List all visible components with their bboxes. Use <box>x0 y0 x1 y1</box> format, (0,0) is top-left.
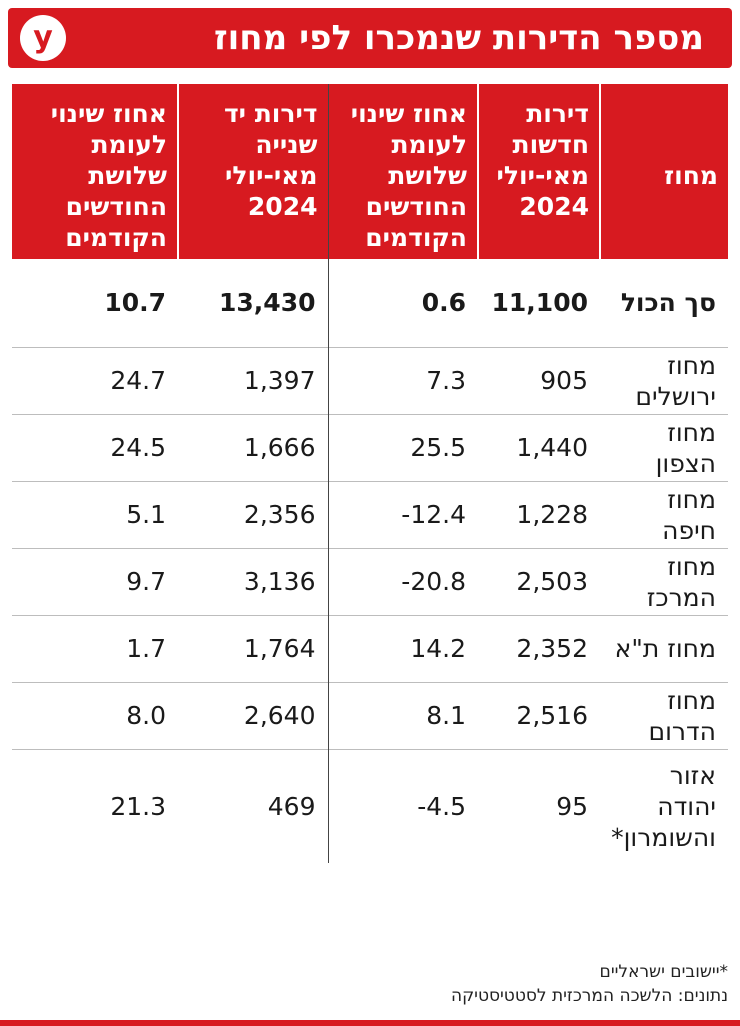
header-row: מחוז דירות חדשות מאי-יולי 2024 אחוז שינו… <box>12 84 728 259</box>
asterisk-note: *יישובים ישראליים <box>599 962 728 982</box>
table-row: מחוז חיפה 1,228 12.4- 2,356 5.1 <box>12 480 728 548</box>
table-row: מחוז הדרום 2,516 8.1 2,640 8.0 <box>12 681 728 749</box>
footnote: *יישובים ישראליים נתונים: הלשכה המרכזית … <box>451 960 728 1008</box>
used-cell: 3,136 <box>178 547 328 615</box>
logo-glyph: y <box>33 20 53 55</box>
table-row: מחוז ת"א 2,352 14.2 1,764 1.7 <box>12 614 728 682</box>
region-cell: מחוז ירושלים <box>600 346 728 414</box>
page-title: מספר הדירות שנמכרו לפי מחוז <box>214 18 704 58</box>
new-cell: 2,352 <box>478 614 600 682</box>
used-change-cell: 21.3 <box>12 748 178 863</box>
source-note: נתונים: הלשכה המרכזית לסטטיסטיקה <box>450 986 728 1006</box>
new-change-cell: 7.3 <box>327 346 478 414</box>
used-change-cell: 9.7 <box>12 547 178 615</box>
used-cell: 13,430 <box>219 288 316 318</box>
total-row: סך הכול 11,100 0.6 13,430 10.7 <box>12 259 728 347</box>
used-cell: 469 <box>178 748 328 863</box>
new-change-cell: 14.2 <box>327 614 478 682</box>
used-change-cell: 24.7 <box>12 346 178 414</box>
region-cell: מחוז חיפה <box>600 480 728 548</box>
new-cell: 2,503 <box>478 547 600 615</box>
header-used-change: אחוז שינוי לעומת שלושת החודשים הקודמים <box>12 84 178 259</box>
region-cell: מחוז הצפון <box>600 413 728 481</box>
header-new-change: אחוז שינוי לעומת שלושת החודשים הקודמים <box>327 84 478 259</box>
table-row: מחוז ירושלים 905 7.3 1,397 24.7 <box>12 346 728 414</box>
region-cell: מחוז ת"א <box>600 614 728 682</box>
new-change-cell: 25.5 <box>327 413 478 481</box>
new-change-cell: 0.6 <box>327 259 478 347</box>
header-used-apartments: דירות יד שנייה מאי-יולי 2024 <box>177 84 328 259</box>
sales-table: מחוז דירות חדשות מאי-יולי 2024 אחוז שינו… <box>12 84 728 863</box>
new-change-cell: 20.8- <box>327 547 478 615</box>
ynet-logo: y <box>20 15 66 61</box>
used-cell: 2,640 <box>178 681 328 749</box>
used-change-cell: 24.5 <box>12 413 178 481</box>
used-change-cell: 5.1 <box>12 480 178 548</box>
new-cell: 11,100 <box>491 288 588 318</box>
region-cell: מחוז הדרום <box>600 681 728 749</box>
used-cell: 1,764 <box>178 614 328 682</box>
table-row: מחוז המרכז 2,503 20.8- 3,136 9.7 <box>12 547 728 615</box>
used-cell: 1,666 <box>178 413 328 481</box>
new-change-cell: 8.1 <box>327 681 478 749</box>
used-cell: 1,397 <box>178 346 328 414</box>
new-cell: 2,516 <box>478 681 600 749</box>
used-change-cell: 8.0 <box>12 681 178 749</box>
new-cell: 95 <box>478 748 600 863</box>
table-row: אזור יהודה והשומרון* 95 4.5- 469 21.3 <box>12 748 728 863</box>
bottom-rule <box>0 1020 740 1026</box>
new-cell: 1,228 <box>478 480 600 548</box>
new-cell: 1,440 <box>478 413 600 481</box>
new-change-cell: 12.4- <box>327 480 478 548</box>
new-change-cell: 4.5- <box>327 748 478 863</box>
new-cell: 905 <box>478 346 600 414</box>
region-cell: אזור יהודה והשומרון* <box>600 748 728 863</box>
header-new-apartments: דירות חדשות מאי-יולי 2024 <box>477 84 600 259</box>
used-change-cell: 10.7 <box>104 288 166 318</box>
header-region: מחוז <box>599 84 728 259</box>
table-row: מחוז הצפון 1,440 25.5 1,666 24.5 <box>12 413 728 481</box>
title-bar: מספר הדירות שנמכרו לפי מחוז y <box>8 8 732 68</box>
used-cell: 2,356 <box>178 480 328 548</box>
used-change-cell: 1.7 <box>12 614 178 682</box>
region-cell: מחוז המרכז <box>600 547 728 615</box>
region-cell: סך הכול <box>620 288 716 318</box>
